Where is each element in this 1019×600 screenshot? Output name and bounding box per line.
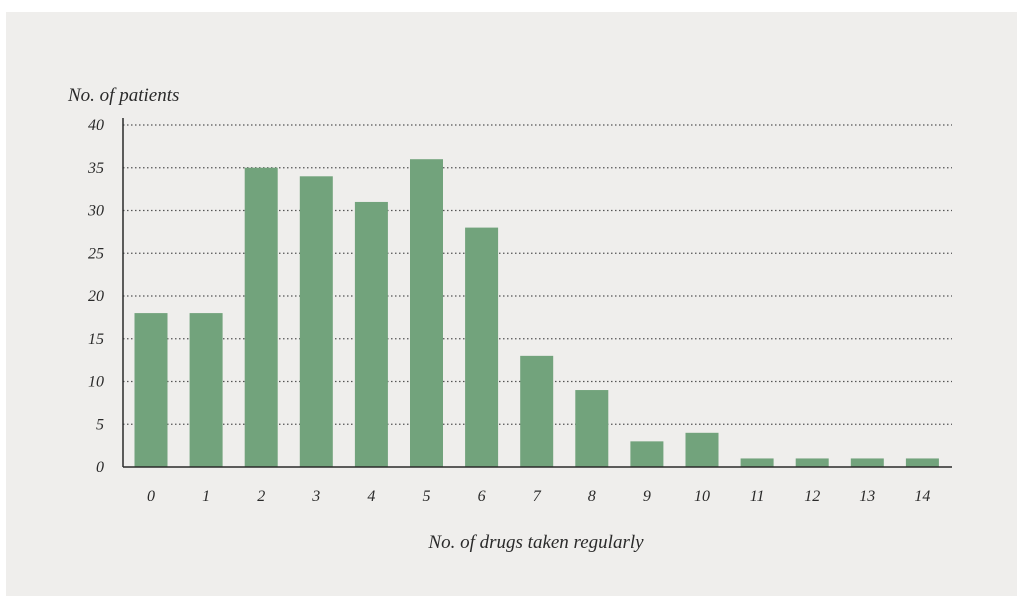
bar-3 (299, 176, 333, 468)
bar-series (134, 159, 939, 468)
bar-14 (905, 458, 939, 467)
y-tick-label: 20 (88, 288, 104, 305)
bar-1 (189, 313, 223, 467)
bar-2 (244, 167, 278, 467)
x-tick-label: 3 (311, 488, 320, 505)
x-tick-label: 12 (804, 488, 820, 505)
x-tick-label: 9 (643, 488, 651, 505)
bar-7 (520, 355, 554, 467)
y-tick-label: 40 (88, 117, 104, 134)
bar-8 (575, 390, 609, 467)
x-tick-label: 13 (859, 488, 875, 505)
bar-10 (685, 432, 719, 467)
x-tick-label: 8 (588, 488, 596, 505)
y-axis-ticks: 0 5 10 15 20 25 30 35 40 (87, 117, 104, 476)
x-tick-label: 14 (914, 488, 930, 505)
x-tick-label: 4 (367, 488, 375, 505)
x-tick-label: 1 (202, 488, 210, 505)
y-tick-label: 15 (88, 331, 104, 348)
x-tick-label: 11 (750, 488, 765, 505)
y-tick-label: 0 (96, 459, 104, 476)
x-tick-label: 5 (423, 488, 431, 505)
y-tick-label: 30 (87, 203, 104, 220)
bar-12 (795, 458, 829, 467)
bar-9 (630, 441, 664, 467)
x-tick-label: 2 (257, 488, 265, 505)
bar-4 (354, 201, 388, 467)
x-tick-label: 10 (694, 488, 710, 505)
bar-5 (410, 159, 443, 467)
bar-6 (465, 227, 499, 467)
bar-0 (134, 313, 168, 467)
y-tick-label: 35 (87, 160, 104, 177)
y-tick-label: 10 (88, 374, 104, 391)
bar-11 (740, 458, 774, 467)
chart-panel: 0 5 10 15 20 25 30 35 40 0 1 2 3 4 5 6 7 8 9 10 11 12 13 14 No… (6, 12, 1017, 596)
x-tick-label: 6 (478, 488, 486, 505)
y-tick-label: 5 (96, 416, 104, 433)
x-axis-ticks: 0 1 2 3 4 5 6 7 8 9 10 11 12 13 14 (147, 488, 930, 505)
y-tick-label: 25 (88, 245, 104, 262)
y-axis-title: No. of patients (67, 85, 179, 106)
x-axis-title: No. of drugs taken regularly (427, 532, 644, 553)
x-tick-label: 0 (147, 488, 155, 505)
x-tick-label: 7 (533, 488, 542, 505)
bar-13 (850, 458, 884, 467)
